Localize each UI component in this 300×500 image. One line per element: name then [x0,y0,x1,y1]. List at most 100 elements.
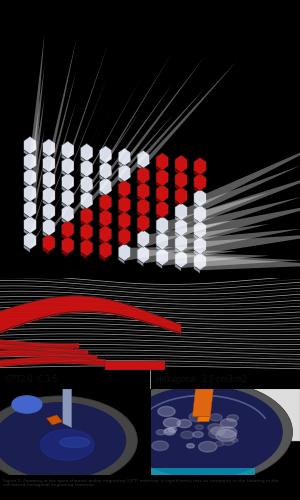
Polygon shape [24,150,30,158]
Polygon shape [156,153,168,170]
Polygon shape [80,223,93,240]
Polygon shape [87,78,141,177]
Polygon shape [118,225,124,232]
Polygon shape [24,213,30,221]
Polygon shape [61,157,68,164]
Circle shape [158,406,175,416]
Polygon shape [99,190,106,198]
Circle shape [227,414,239,422]
Polygon shape [200,138,300,207]
Polygon shape [80,220,87,228]
Polygon shape [80,207,87,214]
Polygon shape [43,202,55,220]
Polygon shape [137,214,143,222]
Polygon shape [43,152,49,160]
Polygon shape [99,178,112,195]
Polygon shape [194,221,200,228]
Circle shape [164,428,175,435]
Polygon shape [156,168,168,186]
Polygon shape [118,240,124,248]
Polygon shape [156,214,162,221]
Polygon shape [80,160,87,167]
Circle shape [40,430,94,460]
Polygon shape [162,252,269,266]
Polygon shape [87,46,141,161]
Polygon shape [68,169,109,222]
Polygon shape [156,232,168,250]
Polygon shape [137,196,143,203]
Polygon shape [43,218,55,236]
Polygon shape [80,144,87,151]
Polygon shape [80,238,87,246]
Polygon shape [118,148,124,156]
Polygon shape [49,101,77,188]
Polygon shape [61,141,68,148]
Polygon shape [43,154,55,172]
Polygon shape [80,188,87,196]
Polygon shape [156,230,162,237]
Polygon shape [156,168,162,176]
Polygon shape [200,257,300,270]
Polygon shape [156,248,162,256]
Polygon shape [175,234,187,252]
Polygon shape [175,184,181,192]
Circle shape [208,424,222,432]
Polygon shape [99,206,106,214]
Polygon shape [118,228,124,235]
Polygon shape [24,168,30,176]
Polygon shape [175,171,187,188]
Polygon shape [43,200,49,207]
Polygon shape [30,64,45,170]
Polygon shape [175,250,181,258]
Polygon shape [61,141,74,158]
Polygon shape [137,198,143,205]
Polygon shape [80,204,87,212]
Polygon shape [24,152,36,170]
Circle shape [195,425,203,430]
Polygon shape [118,164,130,182]
Circle shape [193,432,203,438]
Polygon shape [80,156,87,164]
Polygon shape [43,218,49,226]
Polygon shape [118,244,124,251]
Circle shape [165,428,174,434]
Polygon shape [99,210,112,227]
Polygon shape [156,153,162,160]
Circle shape [187,444,194,448]
Polygon shape [175,232,181,239]
Polygon shape [192,389,213,416]
Polygon shape [61,202,68,209]
Text: GTT2.0  C 3.5: GTT2.0 C 3.5 [6,375,57,384]
Polygon shape [80,252,87,260]
Polygon shape [99,225,106,232]
Polygon shape [175,216,181,224]
Text: Figure 3: Foaming in the open-channel anilox engraving (GTT) reservoir is signif: Figure 3: Foaming in the open-channel an… [3,479,279,488]
Circle shape [124,386,282,478]
Circle shape [181,431,194,438]
Polygon shape [137,230,149,248]
Polygon shape [156,246,162,253]
Polygon shape [61,157,74,174]
Polygon shape [118,177,124,185]
Polygon shape [68,74,109,174]
Circle shape [168,428,177,432]
Polygon shape [43,202,49,210]
Polygon shape [43,234,55,252]
Polygon shape [24,136,36,154]
Polygon shape [30,128,45,202]
Wedge shape [0,396,137,486]
Polygon shape [118,162,124,169]
Polygon shape [137,180,143,187]
Polygon shape [151,468,255,475]
Polygon shape [181,165,300,220]
Polygon shape [156,200,168,218]
Polygon shape [61,204,68,212]
Polygon shape [137,150,149,168]
Polygon shape [43,139,49,146]
Polygon shape [118,209,124,216]
Polygon shape [143,220,237,248]
Polygon shape [61,188,74,206]
Circle shape [163,418,181,428]
Circle shape [209,414,222,421]
Polygon shape [30,223,45,250]
